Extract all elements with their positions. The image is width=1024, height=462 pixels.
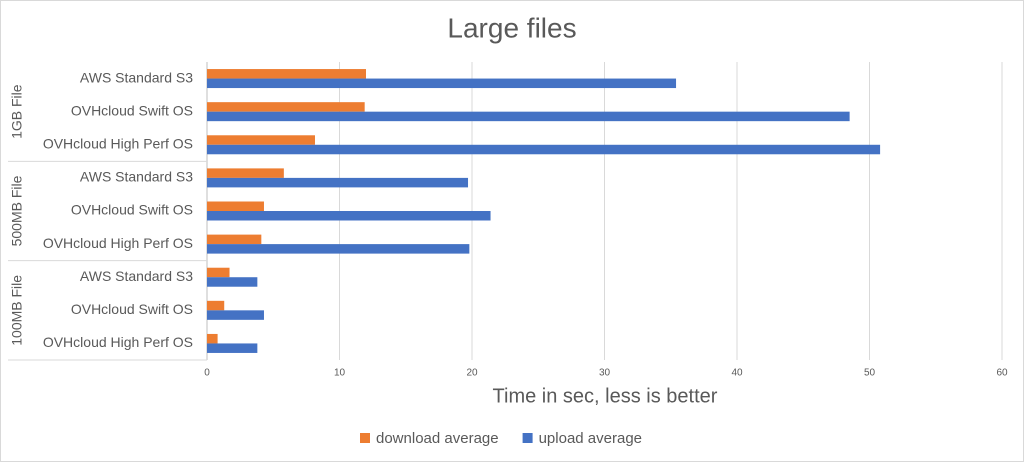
y-tick-label: AWS Standard S3: [80, 69, 193, 85]
y-tick-label: OVHcloud High Perf OS: [43, 334, 193, 350]
y-tick-label: OVHcloud Swift OS: [71, 301, 193, 317]
y-tick-label: OVHcloud High Perf OS: [43, 135, 193, 151]
y-tick-label: OVHcloud Swift OS: [71, 102, 193, 118]
bar: [207, 211, 491, 221]
bar: [207, 168, 284, 178]
legend-swatch: [522, 433, 533, 443]
bar: [207, 244, 470, 254]
x-axis-title: Time in sec, less is better: [493, 385, 718, 407]
y-tick-label: OVHcloud Swift OS: [71, 202, 193, 218]
legend-label: download average: [376, 430, 499, 447]
bar: [207, 333, 218, 344]
group-label: 1GB File: [9, 84, 25, 139]
bar: [207, 267, 230, 278]
x-tick-label: 20: [466, 368, 478, 379]
x-tick-label: 10: [334, 368, 346, 379]
bar: [207, 177, 469, 188]
y-tick-label: AWS Standard S3: [80, 268, 193, 284]
bar: [207, 310, 264, 320]
bar: [207, 102, 365, 112]
y-tick-label: AWS Standard S3: [80, 169, 193, 185]
group-label: 500MB File: [9, 175, 25, 246]
chart-title: Large files: [447, 12, 576, 43]
y-tick-label: OVHcloud High Perf OS: [43, 235, 193, 251]
legend-label: upload average: [539, 430, 642, 447]
bar: [207, 69, 366, 79]
x-tick-label: 0: [204, 368, 210, 379]
group-label: 100MB File: [9, 275, 25, 346]
bar: [207, 234, 262, 245]
bar: [207, 78, 677, 89]
x-tick-label: 30: [599, 368, 611, 379]
bar: [207, 135, 315, 145]
x-tick-label: 40: [731, 368, 743, 379]
bar: [207, 300, 225, 311]
legend-swatch: [360, 433, 370, 443]
x-tick-label: 60: [996, 368, 1008, 379]
bar: [207, 201, 264, 211]
x-tick-label: 50: [864, 368, 876, 379]
bar: [207, 343, 258, 353]
bar: [207, 144, 881, 155]
bar: [207, 111, 850, 122]
bar: [207, 277, 258, 287]
